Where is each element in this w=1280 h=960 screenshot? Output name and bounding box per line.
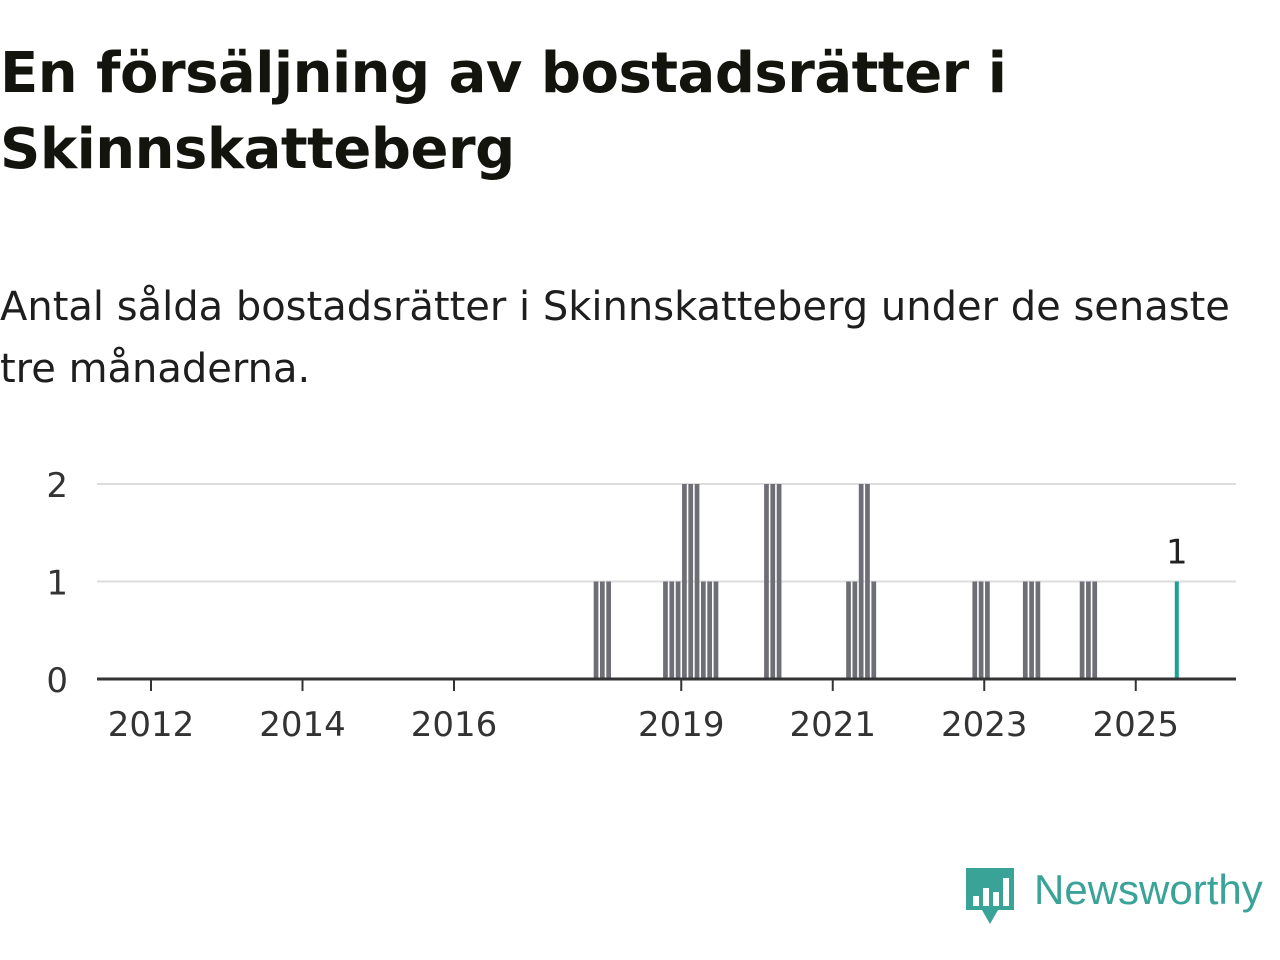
bar xyxy=(707,581,713,679)
bar xyxy=(770,484,776,679)
bar xyxy=(700,581,706,679)
chart-title: En försäljning av bostadsrätter i Skinns… xyxy=(0,41,1007,182)
x-tick-label: 2025 xyxy=(1092,705,1179,745)
y-tick-label: 0 xyxy=(46,661,68,701)
x-tick-label: 2023 xyxy=(941,705,1028,745)
bar-highlight xyxy=(1174,581,1179,679)
bar xyxy=(776,484,782,679)
labels: 0 1 2 1 2012 2014 2016 2019 2021 2023 2025 xyxy=(46,466,1187,745)
bar xyxy=(1079,581,1085,679)
bar xyxy=(1022,581,1028,679)
bar xyxy=(663,581,668,679)
bar xyxy=(1086,581,1091,679)
bar xyxy=(846,581,851,679)
bar xyxy=(1035,581,1041,679)
bar xyxy=(972,581,978,679)
bar xyxy=(858,484,864,679)
newsworthy-logo: Newsworthy xyxy=(964,862,1280,932)
data-label: 1 xyxy=(1166,533,1188,573)
bar xyxy=(606,581,612,679)
bar-chart: 0 1 2 1 2012 2014 2016 2019 2021 2023 2025 xyxy=(46,466,1236,745)
bar xyxy=(852,581,858,679)
bar xyxy=(669,581,675,679)
bar xyxy=(985,581,990,679)
x-tick-label: 2014 xyxy=(259,705,346,745)
bar-chart-speech-bubble-icon xyxy=(966,868,1014,924)
bar xyxy=(1092,581,1098,679)
axes xyxy=(97,677,1236,691)
bar xyxy=(688,484,694,679)
bar xyxy=(865,484,870,679)
bar xyxy=(682,484,687,679)
bars xyxy=(593,484,1179,679)
bar xyxy=(675,581,681,679)
y-tick-label: 2 xyxy=(46,466,68,506)
chart-subtitle: Antal sålda bostadsrätter i Skinnskatteb… xyxy=(0,284,1230,392)
bar xyxy=(978,581,984,679)
x-tick-label: 2012 xyxy=(108,705,195,745)
x-tick-label: 2019 xyxy=(638,705,725,745)
bar xyxy=(599,581,605,679)
y-tick-label: 1 xyxy=(46,564,68,604)
bar xyxy=(764,484,769,679)
x-tick-label: 2016 xyxy=(411,705,498,745)
bar xyxy=(593,581,599,679)
bar xyxy=(713,581,719,679)
grid-lines xyxy=(97,483,1236,583)
x-tick-label: 2021 xyxy=(789,705,876,745)
brand-name: Newsworthy xyxy=(1034,866,1263,913)
bar xyxy=(871,581,877,679)
bar xyxy=(694,484,700,679)
bar xyxy=(1029,581,1034,679)
